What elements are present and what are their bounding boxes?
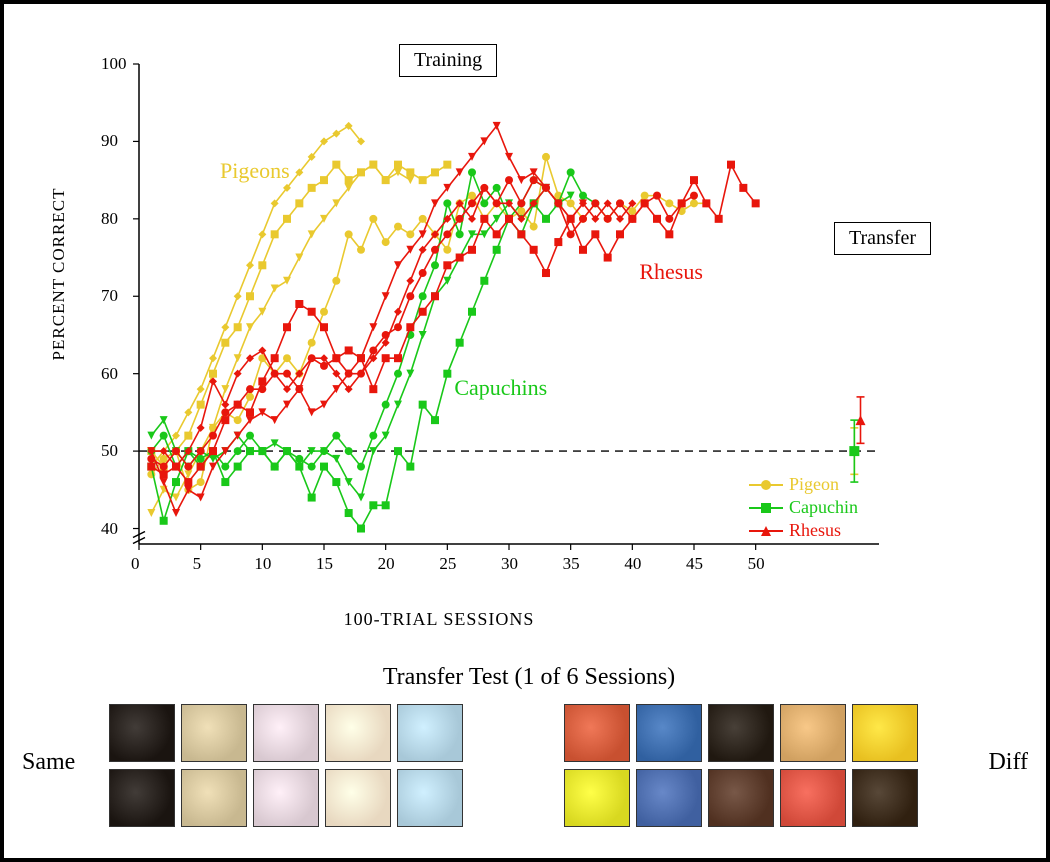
- stimulus-thumbnail: [253, 769, 319, 827]
- xtick: 5: [193, 554, 202, 574]
- stimulus-thumbnail: [109, 769, 175, 827]
- stimulus-thumbnail: [564, 769, 630, 827]
- ytick: 40: [101, 519, 118, 539]
- legend: PigeonCapuchinRhesus: [749, 474, 858, 543]
- stimulus-thumbnail: [325, 704, 391, 762]
- xtick: 10: [254, 554, 271, 574]
- same-label: Same: [22, 749, 75, 776]
- stimulus-thumbnail: [708, 769, 774, 827]
- stimulus-thumbnail: [397, 769, 463, 827]
- figure-frame: PERCENT CORRECT 100-TRIAL SESSIONS Train…: [0, 0, 1050, 862]
- capuchins-annotation: Capuchins: [454, 375, 547, 401]
- xtick: 45: [686, 554, 703, 574]
- diff-label: Diff: [988, 749, 1028, 776]
- xtick: 50: [748, 554, 765, 574]
- stimulus-thumbnail: [852, 769, 918, 827]
- stimulus-thumbnail: [397, 704, 463, 762]
- transfer-point-Capuchin: [849, 420, 859, 482]
- legend-label: Rhesus: [789, 520, 841, 541]
- y-axis-label: PERCENT CORRECT: [49, 188, 69, 361]
- xtick: 25: [439, 554, 456, 574]
- ytick: 50: [101, 441, 118, 461]
- legend-item: Capuchin: [749, 497, 858, 518]
- xtick: 15: [316, 554, 333, 574]
- legend-item: Pigeon: [749, 474, 858, 495]
- legend-label: Pigeon: [789, 474, 839, 495]
- stimulus-thumbnail: [708, 704, 774, 762]
- xtick: 20: [378, 554, 395, 574]
- ytick: 90: [101, 131, 118, 151]
- same-row-1: [109, 704, 463, 762]
- transfer-test-title: Transfer Test (1 of 6 Sessions): [4, 664, 1050, 691]
- x-axis-label: 100-TRIAL SESSIONS: [129, 609, 749, 630]
- series-pigeon-2: [147, 161, 451, 471]
- xtick: 35: [563, 554, 580, 574]
- diff-row-2: [564, 769, 918, 827]
- stimulus-thumbnail: [564, 704, 630, 762]
- stimulus-thumbnail: [181, 704, 247, 762]
- stimulus-thumbnail: [181, 769, 247, 827]
- diff-row-1: [564, 704, 918, 762]
- ytick: 60: [101, 364, 118, 384]
- transfer-box: Transfer: [834, 222, 931, 255]
- pigeons-annotation: Pigeons: [220, 158, 290, 184]
- legend-label: Capuchin: [789, 497, 858, 518]
- series-rhesus-4: [147, 184, 636, 471]
- ytick: 100: [101, 54, 127, 74]
- training-box: Training: [399, 44, 497, 77]
- stimulus-thumbnail: [780, 769, 846, 827]
- stimulus-thumbnail: [253, 704, 319, 762]
- stimulus-thumbnail: [636, 704, 702, 762]
- xtick: 30: [501, 554, 518, 574]
- stimulus-thumbnail: [780, 704, 846, 762]
- ytick: 70: [101, 286, 118, 306]
- xtick: 40: [624, 554, 641, 574]
- same-row-2: [109, 769, 463, 827]
- rhesus-annotation: Rhesus: [639, 259, 703, 285]
- ytick: 80: [101, 209, 118, 229]
- stimulus-thumbnail: [852, 704, 918, 762]
- stimulus-thumbnail: [636, 769, 702, 827]
- legend-item: Rhesus: [749, 520, 858, 541]
- stimulus-thumbnail: [325, 769, 391, 827]
- stimulus-thumbnail: [109, 704, 175, 762]
- xtick: 0: [131, 554, 140, 574]
